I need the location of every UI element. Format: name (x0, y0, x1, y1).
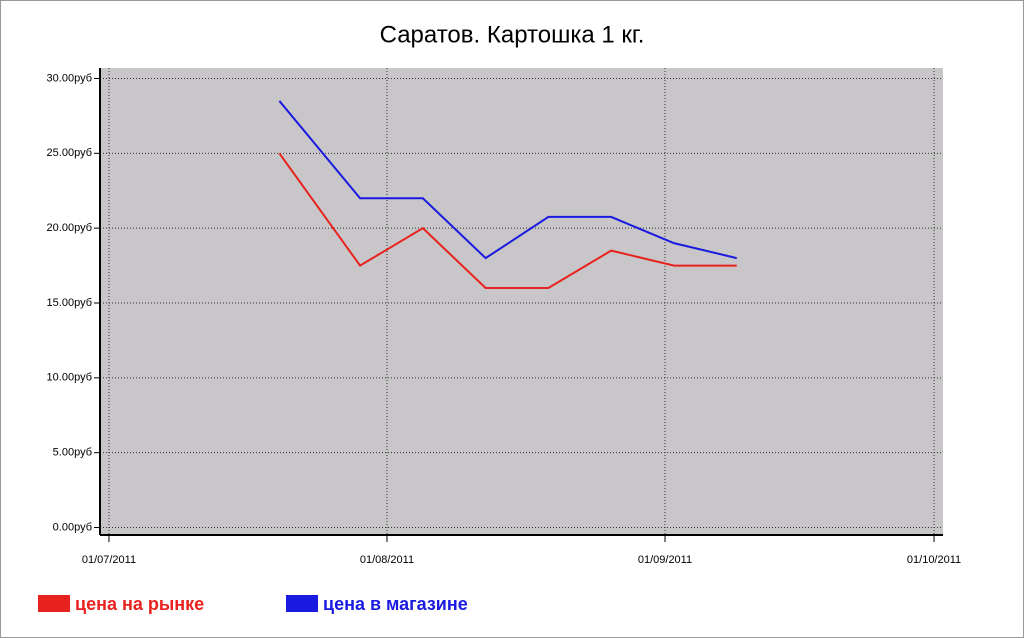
chart-title: Саратов. Картошка 1 кг. (380, 21, 645, 48)
legend-label: цена на рынке (75, 594, 204, 614)
x-tick-label: 01/08/2011 (360, 554, 414, 566)
legend-swatch (38, 595, 70, 612)
y-tick-label: 0.00руб (53, 521, 92, 533)
plot-area (100, 68, 943, 535)
legend-swatch (286, 595, 318, 612)
y-tick-label: 10.00руб (47, 372, 92, 384)
y-tick-label: 20.00руб (47, 222, 92, 234)
legend-label: цена в магазине (323, 594, 468, 614)
series-line (278, 152, 737, 290)
x-tick-label: 01/10/2011 (907, 554, 961, 566)
y-tick-label: 25.00руб (47, 147, 92, 159)
y-tick-label: 15.00руб (47, 297, 92, 309)
x-tick-label: 01/09/2011 (638, 554, 692, 566)
y-tick-label: 30.00руб (47, 72, 92, 84)
x-tick-label: 01/07/2011 (82, 554, 136, 566)
y-tick-label: 5.00руб (53, 447, 92, 459)
series-line (278, 100, 737, 260)
